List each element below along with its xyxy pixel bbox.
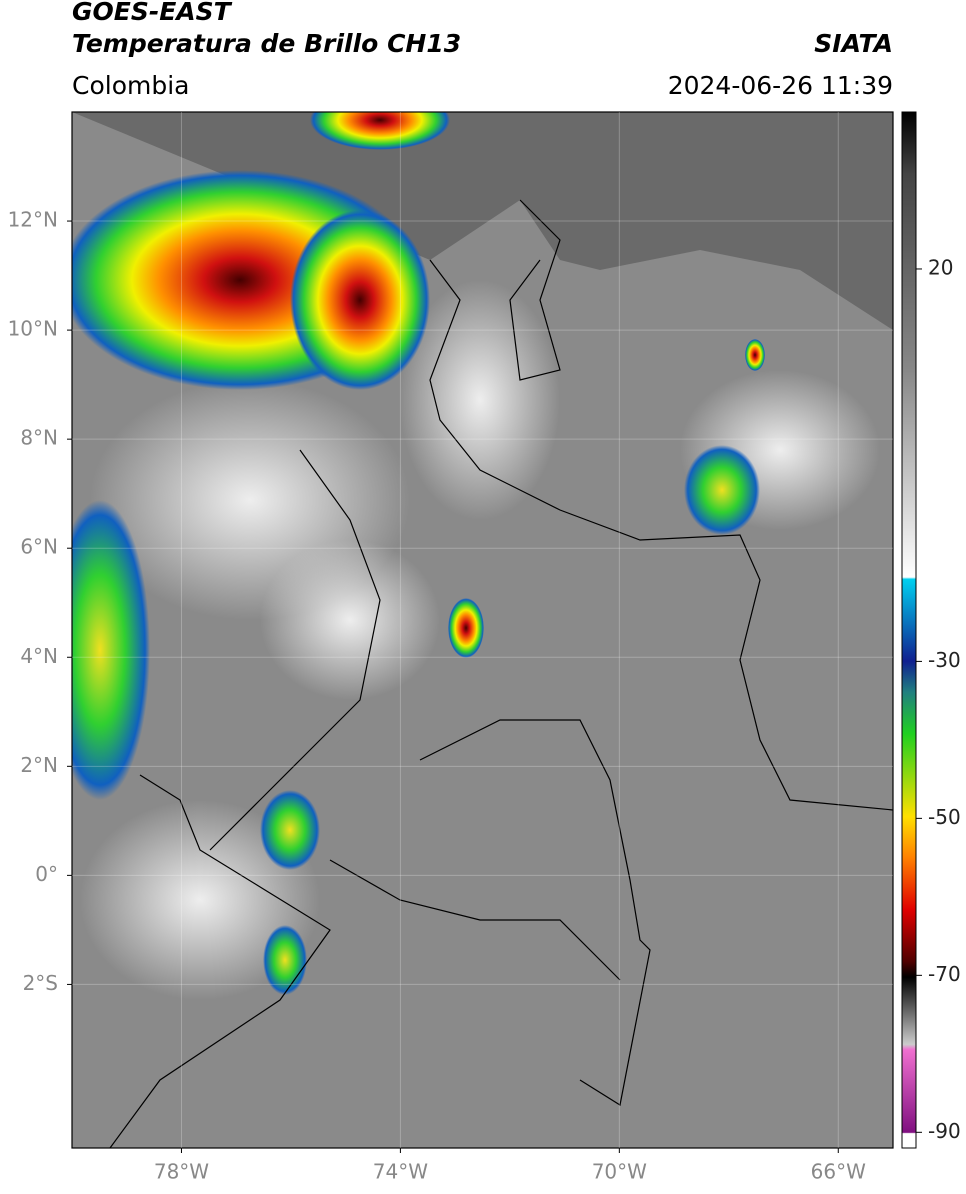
x-tick-label: 74°W [373,1160,428,1184]
timestamp: 2024-06-26 11:39 [668,71,893,100]
y-tick-label: 10°N [8,317,58,341]
colorbar-tick-label: -50 [928,805,961,829]
cloud [400,280,560,520]
cloud [80,800,320,1000]
x-tick-label: 66°W [811,1160,866,1184]
y-tick-label: 0° [35,862,58,886]
x-tick-label: 70°W [592,1160,647,1184]
storm [260,790,320,870]
colorbar-tick-label: -30 [928,648,961,672]
y-tick-label: 4°N [20,644,58,668]
colorbar [901,111,917,1149]
y-tick-label: 2°N [20,753,58,777]
storm [72,500,150,800]
y-tick-label: 6°N [20,535,58,559]
storm [290,210,430,390]
source: SIATA [814,29,893,58]
borders [109,199,893,1148]
storm [684,445,760,535]
storm [448,598,484,658]
y-tick-label: 12°N [8,208,58,232]
cloud [260,540,440,700]
storm [745,339,765,371]
y-tick-label: 2°S [23,971,58,995]
title: GOES-EAST [72,0,233,26]
colorbar-tick-label: 20 [928,255,953,279]
colorbar-tick-label: -90 [928,1119,961,1143]
storm [310,112,450,150]
map-frame [71,111,894,1149]
sea [72,112,893,330]
region: Colombia [72,71,189,100]
imagery [72,112,893,1148]
x-tick-label: 78°W [154,1160,209,1184]
subtitle: Temperatura de Brillo CH13 [72,29,461,58]
y-tick-label: 8°N [20,426,58,450]
colorbar-tick-label: -70 [928,962,961,986]
